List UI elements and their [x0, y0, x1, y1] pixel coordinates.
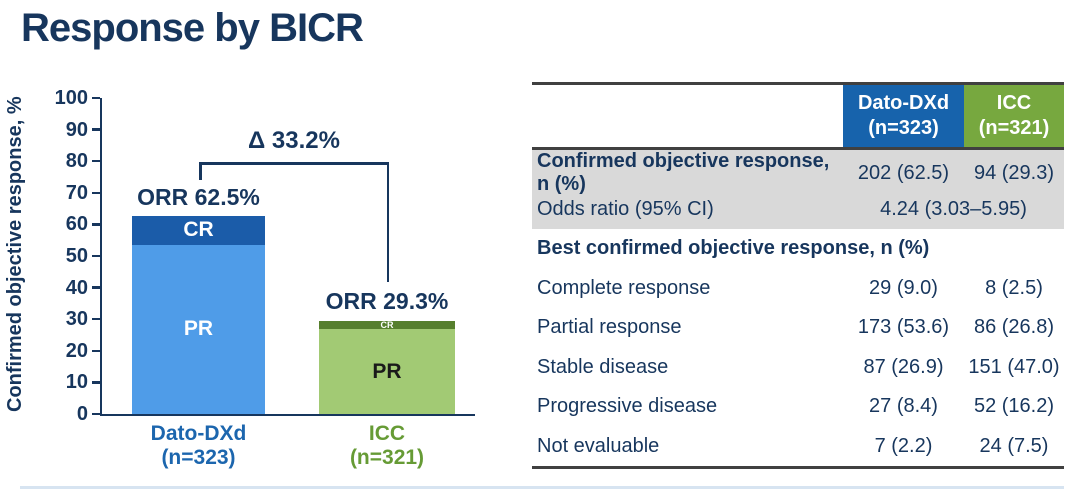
y-axis-label: Confirmed objective response, % — [4, 96, 26, 412]
y-axis-tick-label: 80 — [65, 150, 88, 173]
y-axis-tick-label: 90 — [65, 118, 88, 141]
row-dato-value: 202 (62.5) — [857, 161, 950, 184]
y-axis-tick — [91, 159, 100, 163]
row-icc-value: 8 (2.5) — [985, 276, 1043, 299]
row-label: Odds ratio (95% CI) — [537, 197, 714, 220]
delta-bracket-horizontal — [199, 162, 389, 165]
y-axis-tick-label: 70 — [65, 181, 88, 204]
y-axis-tick-label: 30 — [65, 308, 88, 331]
delta-bracket-right-tick — [386, 162, 389, 282]
y-axis-tick — [91, 96, 100, 100]
x-axis-category-label: Dato-DXd (n=323) — [150, 422, 247, 469]
row-label: Stable disease — [537, 355, 669, 378]
y-axis-tick — [91, 381, 100, 384]
y-axis-tick-label: 10 — [65, 371, 88, 394]
y-axis-tick-label: 40 — [65, 276, 88, 299]
row-label: Not evaluable — [537, 434, 660, 457]
y-axis-tick — [91, 191, 100, 195]
y-axis-tick-label: 50 — [65, 245, 88, 267]
table-row: Odds ratio (95% CI) 4.24 (3.03–5.95) — [532, 189, 1064, 229]
table-row: Confirmed objective response, n (%) 202 (… — [532, 150, 1064, 195]
y-axis-tick-label: 100 — [54, 87, 88, 109]
bar-segment-dato-dxd-pr: PR — [132, 244, 265, 414]
row-label: Best confirmed objective response, n (%) — [537, 237, 930, 260]
plot-area: Δ 33.2% 0 10 20 30 40 50 60 70 80 90 100 PR CR ORR 62… — [55, 87, 475, 469]
orr-label: ORR 62.5% — [137, 183, 260, 210]
table-row: Best confirmed objective response, n (%) — [532, 229, 1064, 269]
orr-label: ORR 29.3% — [325, 288, 449, 315]
y-axis-tick-label: 60 — [65, 213, 88, 236]
table-header-dato: Dato-DXd (n=323) — [843, 85, 964, 147]
bar-segment-icc-pr: PR — [319, 329, 455, 414]
y-axis-tick-label: 0 — [76, 403, 88, 425]
row-dato-value: 7 (2.2) — [874, 434, 933, 457]
y-axis-tick — [91, 349, 100, 353]
orr-bar-chart: Confirmed objective response, % Δ 33.2% … — [0, 85, 510, 485]
row-icc-value: 52 (16.2) — [973, 395, 1055, 418]
page-title: Response by BICR — [21, 6, 364, 50]
x-axis-category-label: ICC (n=321) — [349, 422, 425, 469]
table-header-empty — [532, 85, 843, 147]
table-body: Confirmed objective response, n (%) 202 (… — [532, 150, 1064, 466]
bar-segment-dato-dxd-cr: CR — [132, 216, 265, 245]
row-icc-value: 86 (26.8) — [973, 316, 1055, 339]
y-axis-tick — [91, 128, 100, 131]
row-icc-value: 24 (7.5) — [979, 434, 1049, 457]
row-dato-value: 27 (8.4) — [869, 395, 938, 418]
y-axis-tick — [91, 223, 100, 226]
table-row: Stable disease 87 (26.9) 151 (47.0) — [532, 348, 1064, 388]
row-span-value: 4.24 (3.03–5.95) — [880, 197, 1027, 220]
row-icc-value: 151 (47.0) — [968, 355, 1060, 378]
delta-annotation: Δ 33.2% — [248, 127, 340, 154]
row-label: Partial response — [537, 316, 682, 339]
delta-bracket-left-tick — [199, 162, 202, 180]
bottom-accent-line — [20, 486, 1064, 489]
row-label: Progressive disease — [537, 395, 718, 418]
y-axis-tick — [91, 317, 100, 321]
y-axis-tick-label: 20 — [65, 339, 88, 362]
table-header-row: Dato-DXd (n=323) ICC (n=321) — [532, 85, 1064, 150]
row-dato-value: 87 (26.9) — [863, 355, 944, 378]
row-dato-value: 173 (53.6) — [857, 316, 950, 339]
row-dato-value: 29 (9.0) — [869, 276, 938, 299]
bar-segment-icc-cr: CR — [319, 321, 455, 330]
y-axis-tick — [91, 254, 100, 258]
table-row: Partial response 173 (53.6) 86 (26.8) — [532, 308, 1064, 348]
row-label: Complete response — [537, 276, 711, 299]
table-row: Complete response 29 (9.0) 8 (2.5) — [532, 269, 1064, 309]
y-axis-tick — [91, 286, 100, 289]
row-icc-value: 94 (29.3) — [973, 161, 1055, 184]
y-axis-tick — [91, 412, 100, 416]
response-table: Dato-DXd (n=323) ICC (n=321) Confirmed o… — [532, 82, 1064, 469]
table-row: Not evaluable 7 (2.2) 24 (7.5) — [532, 427, 1064, 467]
table-header-icc: ICC (n=321) — [964, 85, 1064, 147]
table-row: Progressive disease 27 (8.4) 52 (16.2) — [532, 387, 1064, 427]
row-label: Confirmed objective response, n (%) — [537, 150, 830, 195]
